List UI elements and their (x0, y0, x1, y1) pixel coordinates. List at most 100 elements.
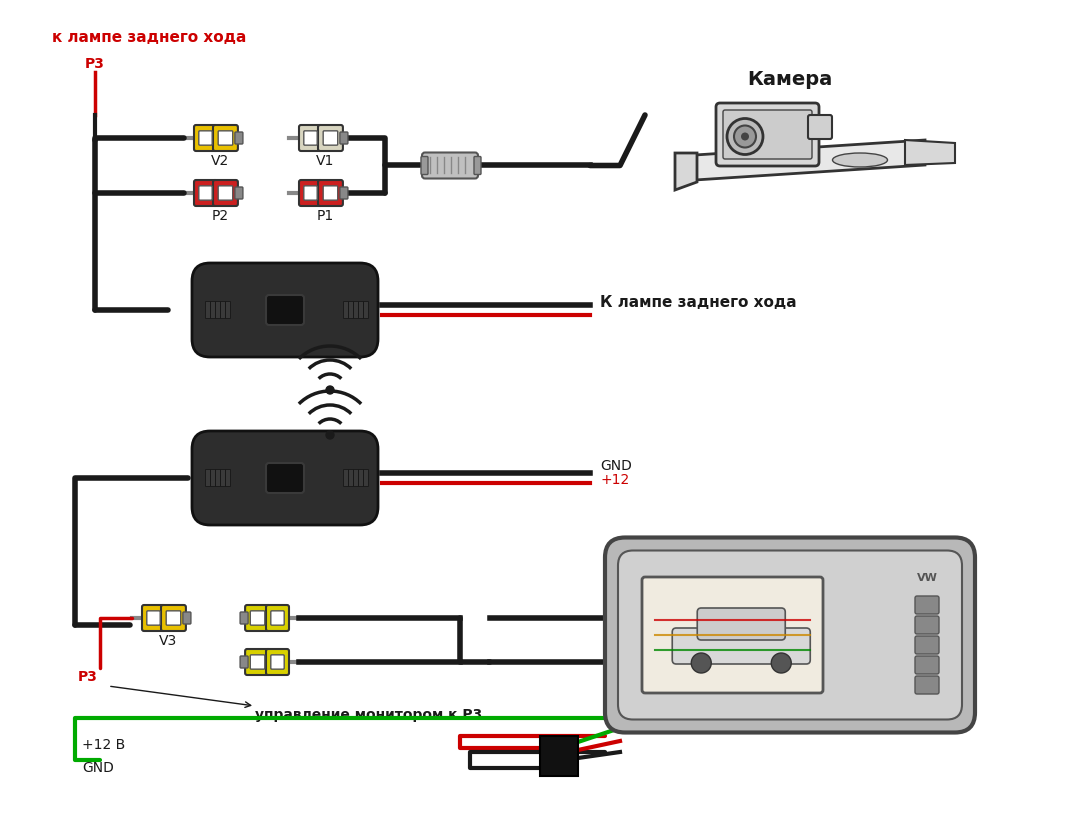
FancyBboxPatch shape (142, 605, 165, 631)
FancyBboxPatch shape (210, 469, 215, 486)
FancyBboxPatch shape (299, 125, 322, 151)
FancyBboxPatch shape (266, 295, 304, 325)
Text: VW: VW (917, 572, 937, 582)
FancyBboxPatch shape (250, 654, 265, 669)
FancyBboxPatch shape (198, 186, 212, 200)
FancyBboxPatch shape (340, 132, 348, 144)
FancyBboxPatch shape (210, 302, 215, 319)
FancyBboxPatch shape (343, 469, 348, 486)
FancyBboxPatch shape (915, 656, 939, 674)
FancyBboxPatch shape (340, 187, 348, 199)
FancyBboxPatch shape (348, 302, 354, 319)
FancyBboxPatch shape (271, 611, 284, 625)
FancyBboxPatch shape (915, 636, 939, 654)
FancyBboxPatch shape (213, 180, 238, 206)
Circle shape (326, 386, 334, 394)
FancyBboxPatch shape (194, 125, 217, 151)
Text: V1: V1 (316, 154, 334, 168)
FancyBboxPatch shape (161, 605, 185, 631)
FancyBboxPatch shape (206, 302, 210, 319)
FancyBboxPatch shape (617, 550, 962, 720)
Text: +12 В: +12 В (81, 738, 125, 752)
FancyBboxPatch shape (363, 302, 369, 319)
FancyBboxPatch shape (318, 125, 343, 151)
FancyBboxPatch shape (266, 463, 304, 493)
Polygon shape (695, 140, 925, 180)
FancyBboxPatch shape (192, 431, 378, 525)
FancyBboxPatch shape (266, 605, 289, 631)
Text: DRIK: DRIK (829, 590, 912, 620)
FancyBboxPatch shape (915, 596, 939, 614)
FancyBboxPatch shape (348, 469, 354, 486)
FancyBboxPatch shape (318, 180, 343, 206)
FancyBboxPatch shape (235, 187, 243, 199)
FancyBboxPatch shape (672, 628, 810, 664)
FancyBboxPatch shape (198, 131, 212, 146)
FancyBboxPatch shape (421, 156, 428, 175)
Text: к лампе заднего хода: к лампе заднего хода (53, 30, 247, 45)
FancyBboxPatch shape (240, 656, 248, 668)
Text: GND: GND (81, 761, 114, 775)
FancyBboxPatch shape (250, 611, 265, 625)
FancyBboxPatch shape (303, 131, 317, 146)
FancyBboxPatch shape (219, 131, 233, 146)
FancyBboxPatch shape (299, 180, 322, 206)
Text: +12: +12 (600, 473, 629, 487)
Text: V3: V3 (159, 634, 177, 648)
Circle shape (326, 431, 334, 439)
FancyBboxPatch shape (343, 302, 348, 319)
FancyBboxPatch shape (303, 186, 317, 200)
FancyBboxPatch shape (192, 263, 378, 357)
Polygon shape (675, 153, 697, 190)
FancyBboxPatch shape (206, 469, 210, 486)
FancyBboxPatch shape (221, 469, 225, 486)
FancyBboxPatch shape (363, 469, 369, 486)
FancyBboxPatch shape (235, 132, 243, 144)
Circle shape (741, 133, 749, 141)
FancyBboxPatch shape (540, 736, 578, 776)
FancyBboxPatch shape (213, 125, 238, 151)
Circle shape (727, 119, 763, 154)
FancyBboxPatch shape (697, 608, 786, 640)
FancyBboxPatch shape (474, 156, 481, 175)
Text: V2: V2 (211, 154, 229, 168)
FancyBboxPatch shape (915, 616, 939, 634)
FancyBboxPatch shape (166, 611, 181, 625)
FancyBboxPatch shape (723, 110, 812, 159)
FancyBboxPatch shape (605, 537, 976, 733)
FancyBboxPatch shape (194, 180, 217, 206)
FancyBboxPatch shape (225, 469, 230, 486)
FancyBboxPatch shape (915, 676, 939, 694)
Ellipse shape (833, 153, 888, 167)
Text: P3: P3 (85, 57, 105, 71)
Text: P2: P2 (211, 209, 228, 223)
Text: P3: P3 (78, 670, 98, 684)
Text: К лампе заднего хода: К лампе заднего хода (600, 294, 796, 310)
FancyBboxPatch shape (219, 186, 233, 200)
FancyBboxPatch shape (358, 302, 363, 319)
FancyBboxPatch shape (642, 577, 823, 693)
Circle shape (691, 653, 711, 673)
FancyBboxPatch shape (240, 612, 248, 624)
FancyBboxPatch shape (215, 469, 221, 486)
FancyBboxPatch shape (215, 302, 221, 319)
FancyBboxPatch shape (147, 611, 160, 625)
Text: GND: GND (600, 459, 631, 473)
Circle shape (734, 125, 756, 147)
FancyBboxPatch shape (323, 131, 338, 146)
FancyBboxPatch shape (323, 186, 338, 200)
Polygon shape (905, 140, 955, 165)
FancyBboxPatch shape (808, 115, 832, 139)
Text: управление монитором к Р3: управление монитором к Р3 (255, 708, 482, 722)
FancyBboxPatch shape (225, 302, 230, 319)
FancyBboxPatch shape (183, 612, 191, 624)
FancyBboxPatch shape (266, 649, 289, 675)
FancyBboxPatch shape (716, 103, 819, 166)
Text: Камера: Камера (747, 70, 833, 89)
FancyBboxPatch shape (358, 469, 363, 486)
FancyBboxPatch shape (221, 302, 225, 319)
FancyBboxPatch shape (271, 654, 284, 669)
FancyBboxPatch shape (354, 469, 358, 486)
FancyBboxPatch shape (245, 605, 270, 631)
Circle shape (771, 653, 791, 673)
